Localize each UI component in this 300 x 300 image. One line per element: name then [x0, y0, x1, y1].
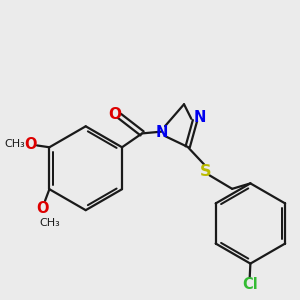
Text: CH₃: CH₃: [5, 139, 26, 149]
Text: N: N: [156, 125, 168, 140]
Text: O: O: [36, 201, 48, 216]
Text: S: S: [200, 164, 212, 179]
Text: O: O: [24, 137, 37, 152]
Text: Cl: Cl: [242, 277, 257, 292]
Text: N: N: [193, 110, 206, 125]
Text: O: O: [109, 106, 122, 122]
Text: CH₃: CH₃: [40, 218, 61, 229]
